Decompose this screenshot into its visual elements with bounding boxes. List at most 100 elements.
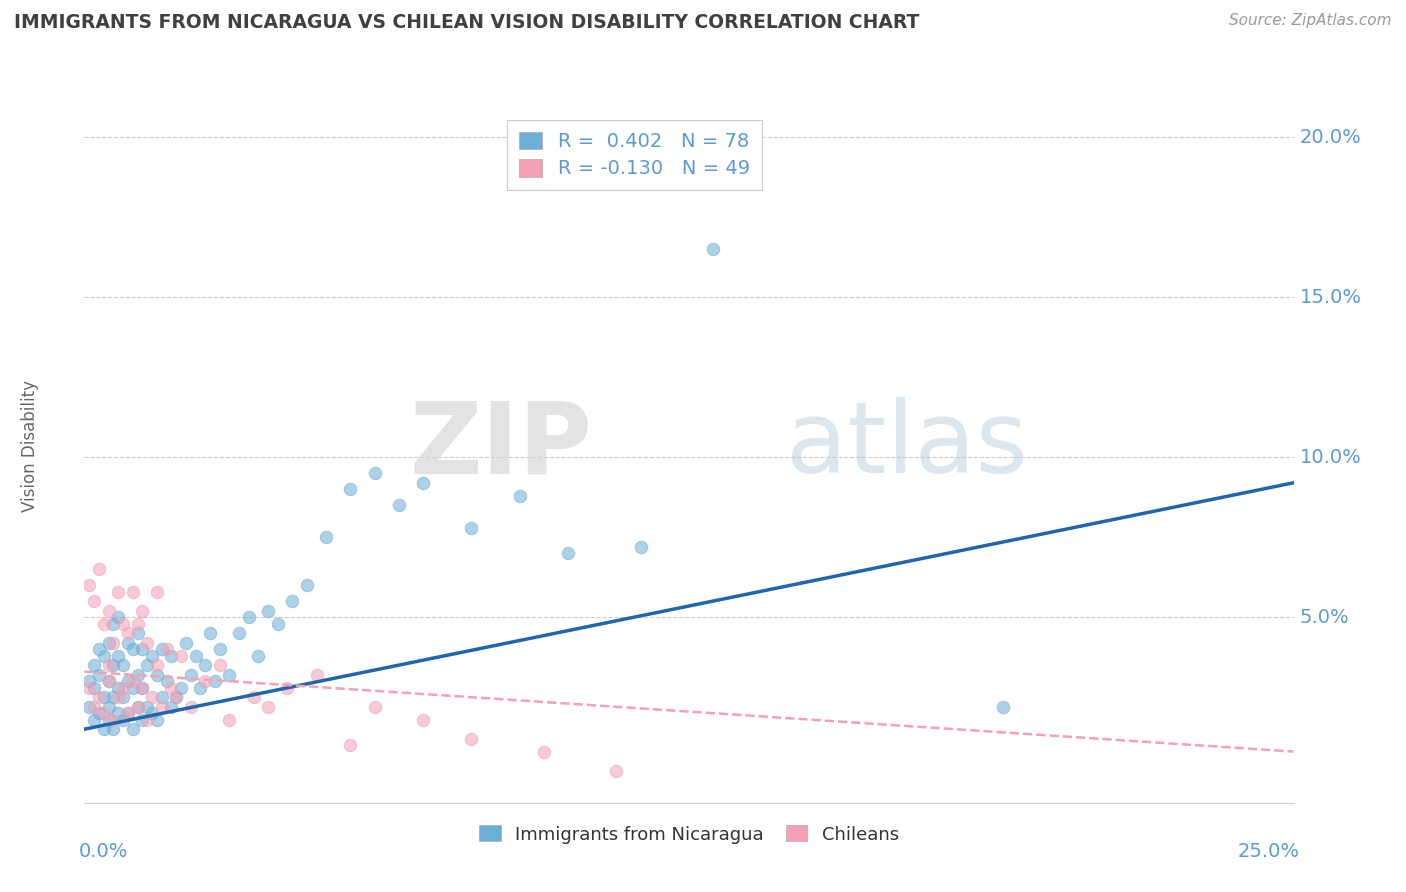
Point — [103, 690, 125, 705]
Point — [141, 706, 163, 721]
Point — [267, 616, 290, 631]
Point — [97, 713, 120, 727]
Point — [107, 584, 129, 599]
Point — [155, 674, 177, 689]
Point — [112, 681, 135, 695]
Point — [117, 674, 139, 689]
Point — [117, 706, 139, 721]
Point — [103, 616, 125, 631]
Point — [136, 699, 159, 714]
Point — [77, 681, 100, 695]
Text: ZIP: ZIP — [409, 398, 592, 494]
Point — [131, 681, 153, 695]
Point — [150, 690, 173, 705]
Point — [97, 604, 120, 618]
Point — [412, 475, 434, 490]
Point — [107, 690, 129, 705]
Point — [77, 699, 100, 714]
Point — [97, 658, 120, 673]
Point — [339, 738, 361, 752]
Point — [194, 674, 217, 689]
Text: atlas: atlas — [786, 398, 1028, 494]
Point — [112, 713, 135, 727]
Point — [190, 681, 212, 695]
Point — [170, 648, 193, 663]
Point — [83, 658, 105, 673]
Point — [83, 681, 105, 695]
Point — [180, 699, 202, 714]
Point — [339, 482, 361, 496]
Point — [77, 578, 100, 592]
Point — [136, 658, 159, 673]
Point — [97, 674, 120, 689]
Point — [363, 466, 385, 480]
Point — [363, 699, 385, 714]
Point — [146, 713, 169, 727]
Point — [460, 731, 482, 746]
Point — [121, 584, 143, 599]
Point — [204, 674, 226, 689]
Point — [97, 699, 120, 714]
Point — [127, 699, 149, 714]
Point — [533, 745, 555, 759]
Point — [208, 642, 231, 657]
Point — [97, 636, 120, 650]
Point — [198, 626, 221, 640]
Point — [702, 242, 724, 256]
Point — [83, 594, 105, 608]
Point — [281, 594, 304, 608]
Point — [87, 706, 110, 721]
Point — [117, 706, 139, 721]
Point — [121, 642, 143, 657]
Point — [87, 562, 110, 576]
Point — [557, 546, 579, 560]
Point — [121, 722, 143, 736]
Point — [77, 674, 100, 689]
Point — [146, 584, 169, 599]
Point — [295, 578, 318, 592]
Point — [103, 713, 125, 727]
Point — [141, 690, 163, 705]
Point — [160, 681, 183, 695]
Point — [160, 648, 183, 663]
Point — [146, 668, 169, 682]
Point — [127, 668, 149, 682]
Point — [127, 626, 149, 640]
Point — [117, 626, 139, 640]
Point — [630, 540, 652, 554]
Point — [87, 668, 110, 682]
Point — [103, 636, 125, 650]
Point — [83, 699, 105, 714]
Point — [388, 498, 411, 512]
Point — [509, 489, 531, 503]
Point — [315, 530, 337, 544]
Point — [180, 668, 202, 682]
Point — [257, 604, 280, 618]
Point — [150, 699, 173, 714]
Text: 25.0%: 25.0% — [1237, 842, 1299, 861]
Point — [247, 648, 270, 663]
Point — [136, 713, 159, 727]
Point — [87, 642, 110, 657]
Text: IMMIGRANTS FROM NICARAGUA VS CHILEAN VISION DISABILITY CORRELATION CHART: IMMIGRANTS FROM NICARAGUA VS CHILEAN VIS… — [14, 13, 920, 32]
Point — [97, 674, 120, 689]
Point — [93, 706, 115, 721]
Point — [238, 610, 260, 624]
Point — [150, 642, 173, 657]
Point — [131, 713, 153, 727]
Text: Source: ZipAtlas.com: Source: ZipAtlas.com — [1229, 13, 1392, 29]
Point — [146, 658, 169, 673]
Point — [93, 722, 115, 736]
Point — [155, 642, 177, 657]
Point — [165, 690, 187, 705]
Point — [228, 626, 250, 640]
Point — [131, 604, 153, 618]
Point — [276, 681, 298, 695]
Point — [174, 636, 197, 650]
Point — [412, 713, 434, 727]
Point — [136, 636, 159, 650]
Point — [87, 690, 110, 705]
Point — [103, 658, 125, 673]
Point — [993, 699, 1015, 714]
Text: 0.0%: 0.0% — [79, 842, 128, 861]
